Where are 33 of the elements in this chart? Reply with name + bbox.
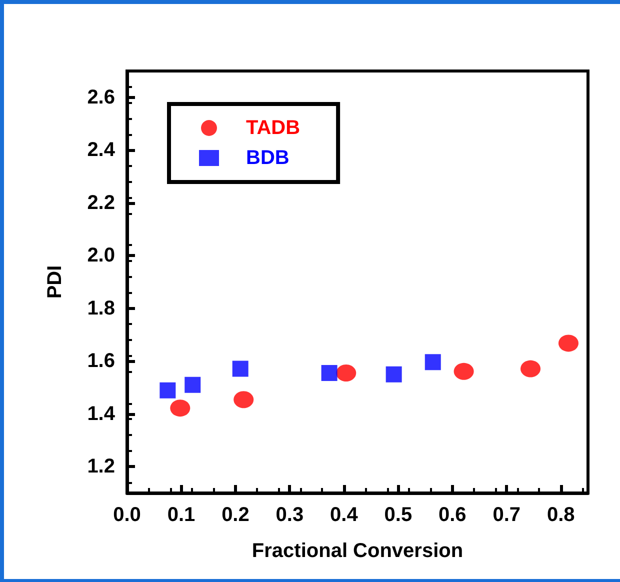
point — [558, 334, 578, 352]
point — [424, 354, 441, 370]
y-tick-label: 2.2 — [87, 192, 115, 214]
point — [184, 376, 201, 393]
x-tick-label: 0.1 — [167, 504, 196, 526]
x-tick-label: 0.8 — [546, 504, 575, 526]
legend-label: TADB — [246, 117, 300, 139]
x-tick-label: 0.2 — [222, 504, 250, 526]
y-tick-label: 2.6 — [87, 86, 115, 108]
point — [234, 391, 254, 408]
x-tick-label: 0.7 — [492, 504, 521, 526]
x-axis-title: Fractional Conversion — [252, 540, 464, 562]
y-tick-label: 2.0 — [87, 244, 115, 267]
y-tick-label: 1.8 — [87, 297, 115, 320]
y-tick-label: 1.4 — [87, 402, 116, 425]
point — [520, 360, 541, 378]
y-tick-label: 2.4 — [87, 139, 116, 162]
x-tick-label: 0.6 — [438, 504, 466, 526]
point — [170, 400, 190, 417]
x-tick-label: 0.4 — [330, 504, 359, 526]
legend-label: BDB — [246, 147, 290, 169]
point — [336, 364, 356, 382]
point — [386, 366, 402, 382]
point — [232, 360, 248, 377]
x-tick-label: 0.3 — [276, 504, 304, 526]
x-tick-label: 0.0 — [113, 504, 141, 526]
point — [160, 382, 176, 398]
y-tick-label: 1.2 — [87, 456, 115, 478]
x-tick-label: 0.5 — [384, 504, 412, 526]
y-axis-title: PDI — [44, 265, 66, 299]
y-tick-label: 1.6 — [87, 350, 115, 372]
point — [321, 364, 338, 381]
point — [454, 362, 474, 380]
